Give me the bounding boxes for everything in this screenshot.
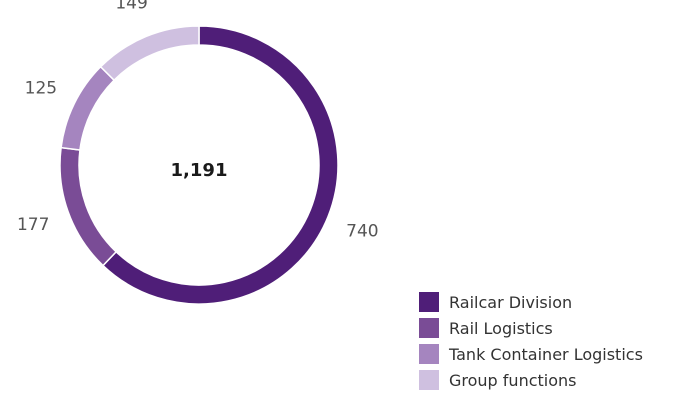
- legend-swatch: [419, 344, 439, 364]
- legend-item-tank-container-logistics: Tank Container Logistics: [419, 341, 669, 367]
- legend-label: Railcar Division: [449, 292, 573, 312]
- legend-swatch: [419, 318, 439, 338]
- donut-slice-group-functions: [99, 25, 200, 82]
- center-total-label: 1,191: [171, 160, 228, 181]
- legend-swatch: [419, 292, 439, 312]
- slice-value-label: 125: [25, 79, 57, 99]
- donut-slice-rail-logistics: [59, 146, 118, 267]
- legend-swatch: [419, 370, 439, 390]
- legend-item-group-functions: Group functions: [419, 367, 669, 393]
- slice-value-label: 149: [115, 0, 147, 13]
- slice-value-label: 740: [346, 221, 378, 241]
- legend-label: Rail Logistics: [449, 318, 553, 338]
- slice-value-label: 177: [17, 215, 49, 235]
- donut-slices: [59, 25, 339, 305]
- chart-legend: Railcar Division Rail Logistics Tank Con…: [419, 289, 669, 393]
- slice-labels: 740 177 125 149: [17, 0, 379, 241]
- legend-item-railcar-division: Railcar Division: [419, 289, 669, 315]
- legend-label: Tank Container Logistics: [449, 344, 643, 364]
- legend-label: Group functions: [449, 370, 577, 390]
- legend-item-rail-logistics: Rail Logistics: [419, 315, 669, 341]
- donut-slice-tank-container-logistics: [60, 65, 116, 151]
